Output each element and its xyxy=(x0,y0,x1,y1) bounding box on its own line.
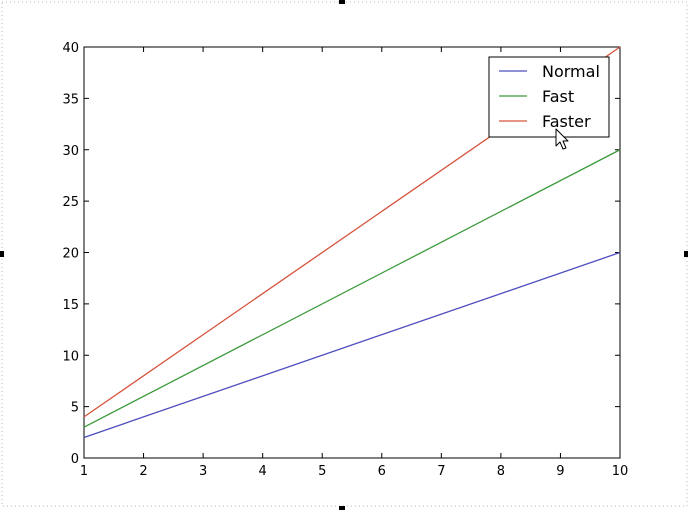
x-tick-label: 3 xyxy=(199,464,207,479)
x-tick-label: 5 xyxy=(318,464,326,479)
y-tick-label: 30 xyxy=(62,144,79,159)
y-tick-label: 20 xyxy=(62,247,79,262)
resize-handle-left[interactable] xyxy=(0,251,4,257)
x-tick-label: 4 xyxy=(259,464,267,479)
y-tick-label: 0 xyxy=(71,452,79,467)
legend: Normal Fast Faster xyxy=(488,56,610,138)
legend-label-faster: Faster xyxy=(542,112,591,131)
series-line-normal xyxy=(83,251,621,439)
series-line-fast xyxy=(83,149,621,428)
resize-handle-right[interactable] xyxy=(684,251,688,257)
x-tick-label: 1 xyxy=(80,464,88,479)
resize-handle-top[interactable] xyxy=(339,0,345,4)
mouse-cursor-icon xyxy=(555,128,569,150)
y-tick-label: 40 xyxy=(62,41,79,56)
x-tick-label: 10 xyxy=(612,464,629,479)
x-tick-label: 8 xyxy=(497,464,505,479)
y-tick-label: 35 xyxy=(62,92,79,107)
y-tick-label: 10 xyxy=(62,349,79,364)
x-tick-label: 7 xyxy=(437,464,445,479)
y-tick-label: 25 xyxy=(62,195,79,210)
legend-label-fast: Fast xyxy=(542,87,574,106)
x-tick-label: 2 xyxy=(139,464,147,479)
resize-handle-bottom[interactable] xyxy=(339,506,345,510)
y-tick-label: 15 xyxy=(62,298,79,313)
legend-box xyxy=(488,56,610,138)
axis-tick-labels: 1 2 3 4 5 6 7 8 9 10 0 5 10 15 20 25 30 35 40 xyxy=(62,41,628,479)
legend-label-normal: Normal xyxy=(542,62,600,81)
y-tick-label: 5 xyxy=(71,401,79,416)
x-tick-label: 9 xyxy=(556,464,564,479)
x-tick-label: 6 xyxy=(378,464,386,479)
